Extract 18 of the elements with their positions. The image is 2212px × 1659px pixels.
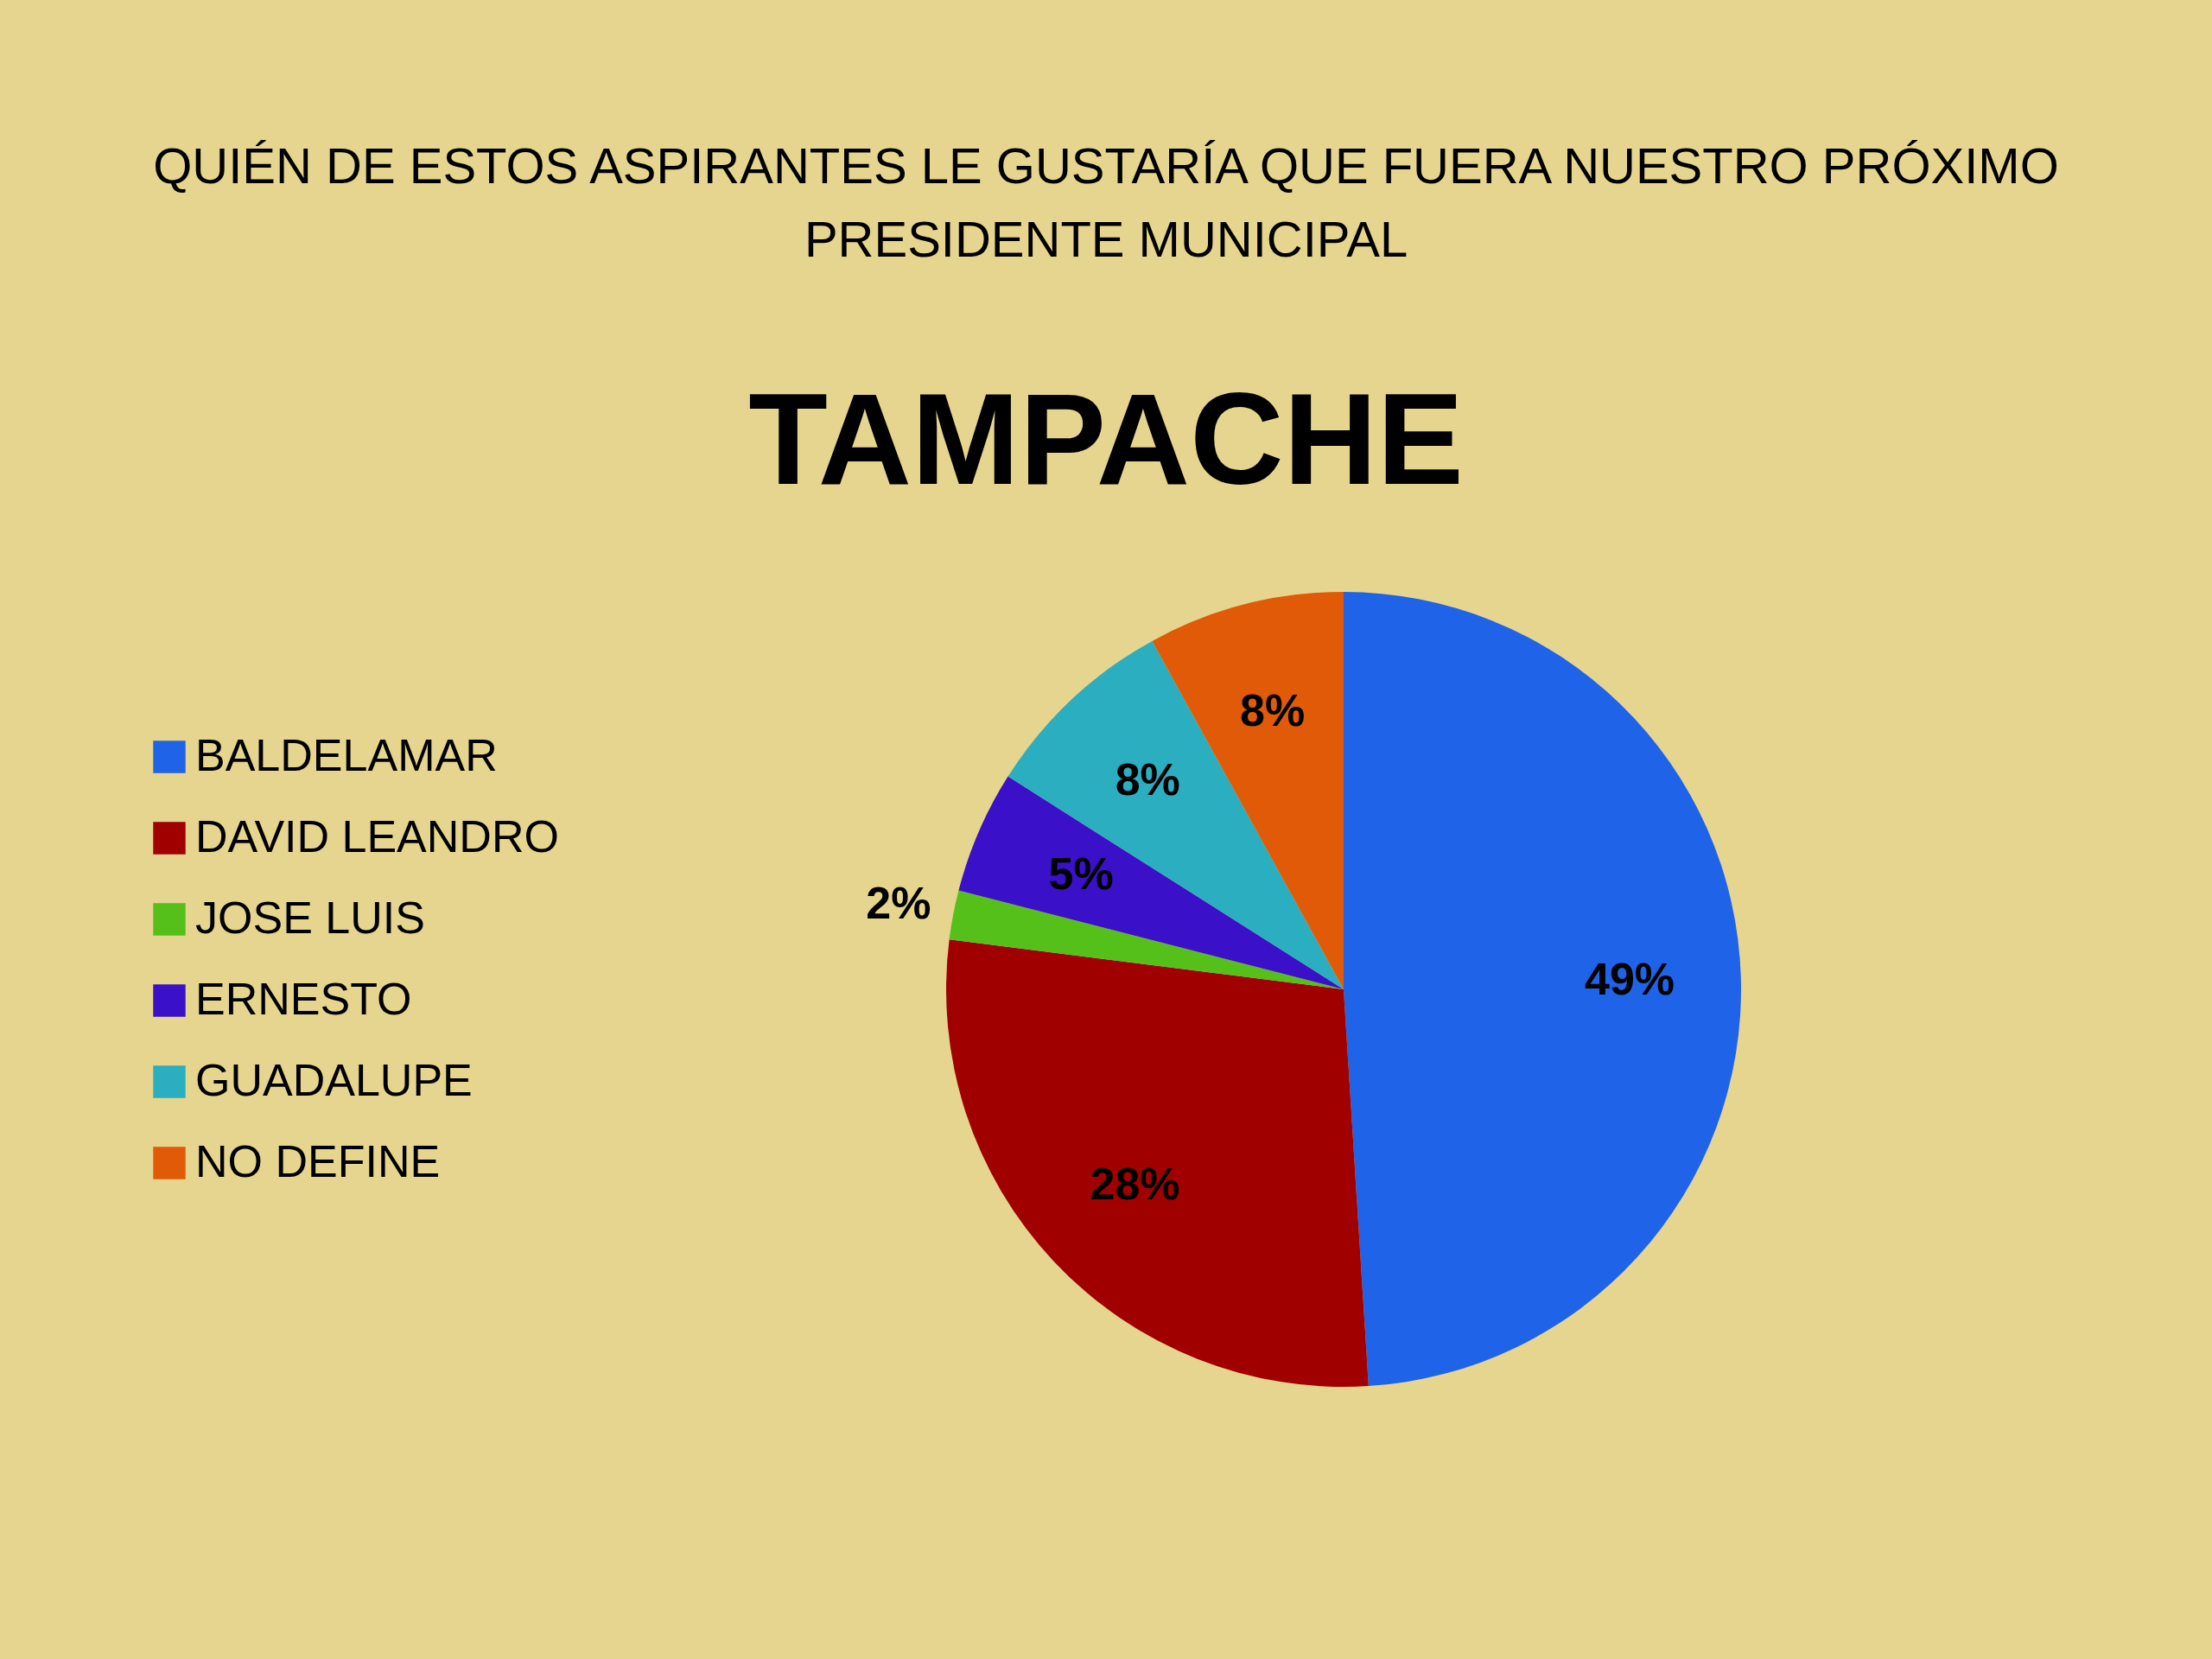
pie-slice [946,939,1369,1387]
chart-subtitle: TAMPACHE [748,366,1464,512]
data-label: 28% [1090,1158,1180,1209]
data-label: 5% [1048,849,1114,899]
legend-label: BALDELAMAR [195,730,498,780]
pie-slice [949,890,1344,989]
data-label: 2% [866,877,931,928]
legend-label: DAVID LEANDRO [195,811,559,861]
legend-label: JOSE LUIS [195,893,425,943]
pie-slice [1007,640,1344,989]
legend-label: ERNESTO [195,974,412,1024]
legend-label: NO DEFINE [195,1136,441,1186]
legend-label: GUADALUPE [195,1055,473,1105]
pie-slice [1344,592,1741,1387]
data-label: 8% [1115,753,1180,804]
chart-title: QUIÉN DE ESTOS ASPIRANTES LE GUSTARÍA QUE FUERA NUESTRO PRÓXIMO PRESIDENTE MUNICIPAL [153,137,2059,267]
data-label: 8% [1240,685,1306,736]
data-label: 49% [1585,953,1675,1004]
